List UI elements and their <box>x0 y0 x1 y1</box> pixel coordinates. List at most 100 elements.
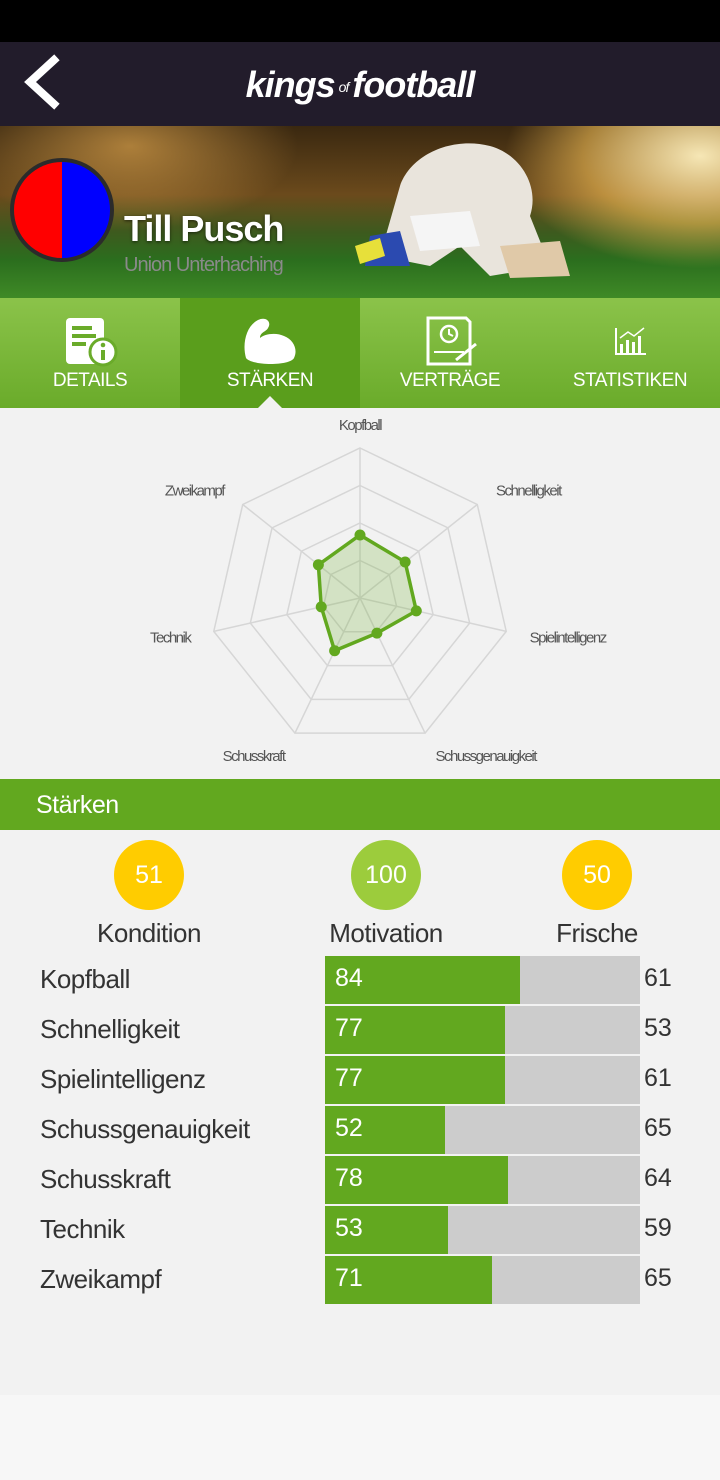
skill-row: Schnelligkeit 77 53 <box>0 1006 720 1054</box>
tab-details[interactable]: DETAILS <box>0 298 180 408</box>
skill-value: 77 <box>335 1014 363 1042</box>
stat-badge: 100 <box>351 840 421 910</box>
skill-bar-fill <box>325 1206 448 1254</box>
skill-bar: 84 <box>325 956 640 1004</box>
stat-badge: 51 <box>114 840 184 910</box>
skill-value: 52 <box>335 1114 363 1142</box>
skill-bar-fill <box>325 1256 492 1304</box>
stat-motivation: 100 Motivation <box>296 840 476 949</box>
skill-bar-fill <box>325 1106 445 1154</box>
skill-value: 77 <box>335 1064 363 1092</box>
radar-point <box>315 601 327 613</box>
bar-chart-icon <box>615 327 646 355</box>
skill-bar: 71 <box>325 1256 640 1304</box>
skill-name: Spielintelligenz <box>40 1064 206 1094</box>
skill-value: 78 <box>335 1164 363 1192</box>
skill-bar-fill <box>325 1006 505 1054</box>
stat-label: Frische <box>556 918 638 948</box>
skill-name: Schusskraft <box>40 1164 171 1194</box>
skill-compare-value: 65 <box>644 1114 672 1142</box>
club-name: Union Unterhaching <box>124 254 284 276</box>
radar-axis-label: Schussgenauigkeit <box>435 748 538 765</box>
skill-row: Schussgenauigkeit 52 65 <box>0 1106 720 1154</box>
skill-bar: 78 <box>325 1156 640 1204</box>
skill-bar-fill <box>325 1156 508 1204</box>
skill-compare-value: 61 <box>644 964 672 992</box>
radar-grid-ring <box>286 522 434 667</box>
skill-compare-value: 64 <box>644 1164 672 1192</box>
skill-name: Schnelligkeit <box>40 1014 180 1044</box>
player-name: Till Pusch <box>124 208 284 249</box>
tab-statistiken[interactable]: STATISTIKEN <box>540 298 720 408</box>
tab-vertraege[interactable]: VERTRÄGE <box>360 298 540 408</box>
skill-row: Schusskraft 78 64 <box>0 1156 720 1204</box>
player-header: Till Pusch Union Unterhaching <box>0 126 720 298</box>
radar-point <box>371 627 383 639</box>
radar-spoke <box>359 597 507 633</box>
radar-grid-ring <box>249 484 471 701</box>
radar-spoke <box>359 503 478 599</box>
skill-name: Schussgenauigkeit <box>40 1114 250 1144</box>
skill-bar-fill <box>325 956 520 1004</box>
skill-row: Spielintelligenz 77 61 <box>0 1056 720 1104</box>
skill-row: Zweikampf 71 65 <box>0 1256 720 1304</box>
tab-label: STATISTIKEN <box>572 370 688 391</box>
stat-label: Kondition <box>97 918 201 948</box>
tab-label: STÄRKEN <box>226 370 314 391</box>
radar-axis-label: Schusskraft <box>223 748 287 765</box>
radar-grid-ring <box>322 559 398 633</box>
skill-bar: 53 <box>325 1206 640 1254</box>
stat-kondition: 51 Kondition <box>59 840 239 949</box>
skill-name: Technik <box>40 1214 125 1244</box>
app-logo: kings of football <box>245 64 476 105</box>
skill-value: 53 <box>335 1214 363 1242</box>
skill-value: 84 <box>335 964 363 992</box>
radar-spoke <box>294 597 361 734</box>
skill-bar-fill <box>325 1056 505 1104</box>
tab-label: VERTRÄGE <box>399 370 501 391</box>
stat-label: Motivation <box>329 918 443 948</box>
skill-bar: 52 <box>325 1106 640 1154</box>
skill-compare-value: 65 <box>644 1264 672 1292</box>
radar-series-area <box>316 532 419 654</box>
tab-bar: DETAILS STÄRKEN VERTRÄGE STATISTIKEN <box>0 298 720 408</box>
document-info-icon <box>66 318 118 367</box>
tab-staerken[interactable]: STÄRKEN <box>180 298 360 408</box>
skill-compare-value: 61 <box>644 1064 672 1092</box>
radar-point <box>312 559 324 571</box>
radar-point <box>410 605 422 617</box>
skill-compare-value: 59 <box>644 1214 672 1242</box>
tab-label: DETAILS <box>52 370 128 391</box>
radar-axis-label: Zweikampf <box>165 483 226 500</box>
skill-value: 71 <box>335 1264 363 1292</box>
skill-row: Kopfball 84 61 <box>0 956 720 1004</box>
bottom-area <box>0 1395 720 1480</box>
status-bar <box>0 0 720 42</box>
stat-frische: 50 Frische <box>507 840 687 949</box>
radar-spoke <box>242 503 361 599</box>
radar-point <box>329 645 341 657</box>
section-header: Stärken <box>0 779 720 830</box>
skill-row: Technik 53 59 <box>0 1206 720 1254</box>
radar-spoke <box>359 597 426 734</box>
section-title: Stärken <box>36 791 119 819</box>
back-button[interactable] <box>20 54 80 114</box>
radar-axis-label: Technik <box>150 630 192 647</box>
radar-spoke <box>213 597 361 633</box>
radar-axis-label: Schnelligkeit <box>496 483 563 500</box>
radar-grid-ring <box>212 447 508 734</box>
club-badge <box>10 158 114 262</box>
flexed-biceps-icon <box>244 318 296 364</box>
stat-badge: 50 <box>562 840 632 910</box>
chevron-left-icon <box>24 54 60 110</box>
radar-point <box>399 556 411 568</box>
player-photo <box>355 143 570 278</box>
radar-axis-label: Spielintelligenz <box>530 630 607 647</box>
skill-compare-value: 53 <box>644 1014 672 1042</box>
contract-clock-icon <box>426 316 477 366</box>
radar-axis-label: Kopfball <box>339 417 382 434</box>
app-bar: kings of football <box>0 42 720 126</box>
skill-bar: 77 <box>325 1056 640 1104</box>
radar-chart: Kopfball Schnelligkeit Spielintelligenz Sch… <box>0 408 720 778</box>
skill-bar: 77 <box>325 1006 640 1054</box>
